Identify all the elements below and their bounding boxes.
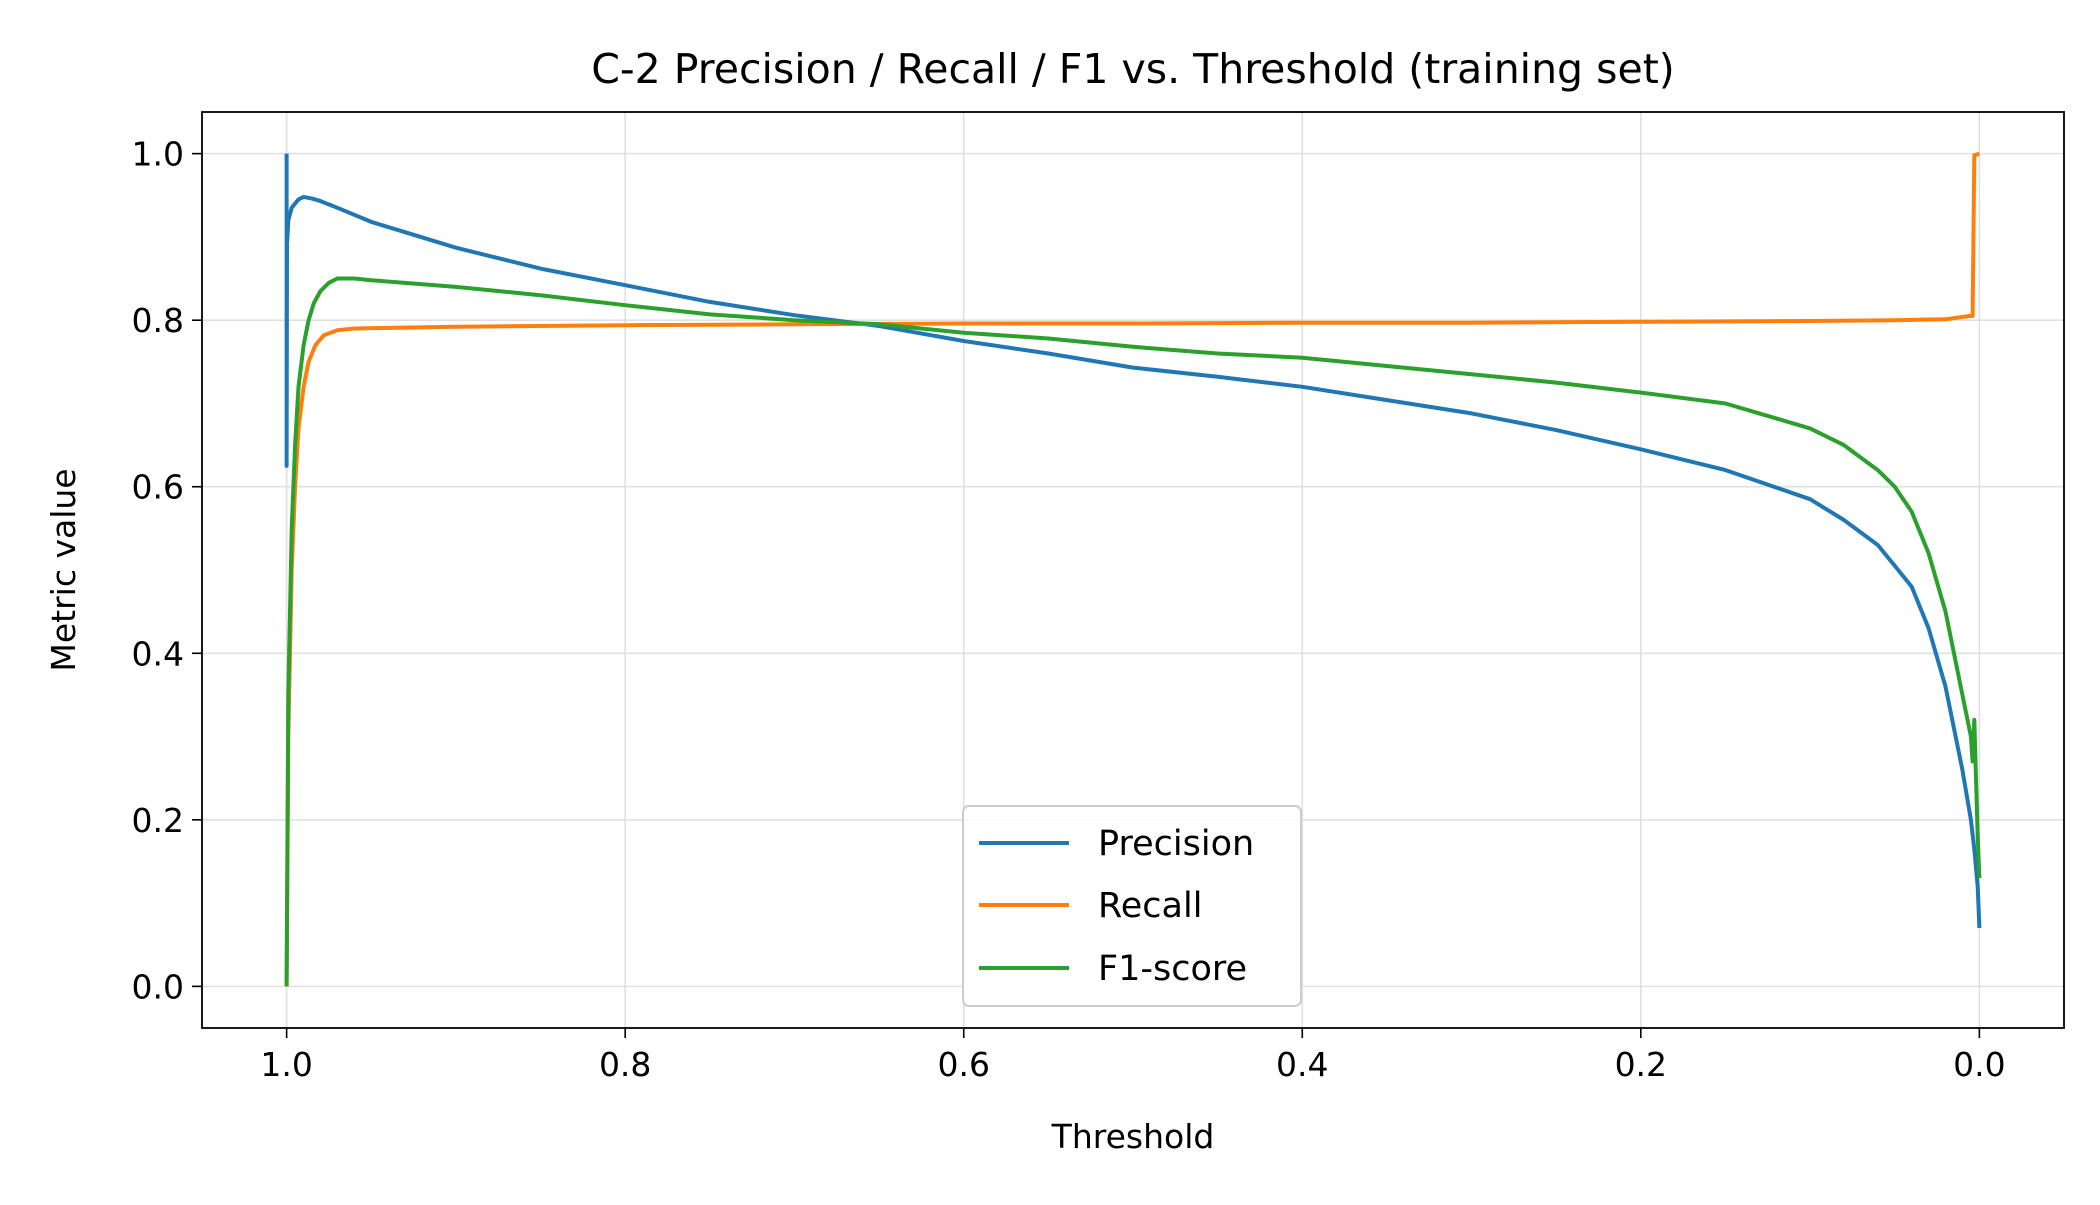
y-tick-label: 1.0 xyxy=(132,135,184,174)
x-tick-label: 0.0 xyxy=(1953,1045,2005,1084)
series-line-f1-score xyxy=(284,276,1982,987)
x-tick-label: 0.6 xyxy=(937,1045,989,1084)
y-tick-label: 0.2 xyxy=(132,801,184,840)
tick-layer: 1.0 0.8 0.6 0.4 0.2 0.0 0.0 0.2 0.4 0.6 0.8 1.0 xyxy=(132,135,2006,1084)
x-tick-label: 1.0 xyxy=(260,1045,312,1084)
x-tick-label: 0.2 xyxy=(1615,1045,1667,1084)
plot-frame xyxy=(201,111,2065,1029)
x-tick-label: 0.4 xyxy=(1276,1045,1328,1084)
legend: Precision Recall F1-score xyxy=(962,805,1302,1007)
series-layer xyxy=(284,151,1982,987)
y-tick-label: 0.0 xyxy=(132,967,184,1006)
x-axis-title: Threshold xyxy=(1051,1117,1215,1156)
series-line-precision xyxy=(284,153,1982,929)
x-tick-label: 0.8 xyxy=(599,1045,651,1084)
legend-label-precision: Precision xyxy=(1098,824,1254,864)
grid-layer xyxy=(202,112,2064,1028)
chart-title: C-2 Precision / Recall / F1 vs. Threshol… xyxy=(591,45,1675,93)
legend-label-recall: Recall xyxy=(1098,886,1202,926)
y-tick-label: 0.4 xyxy=(132,634,184,673)
series-line-recall xyxy=(284,151,1981,987)
y-tick-label: 0.6 xyxy=(132,468,184,507)
legend-frame xyxy=(962,805,1302,1007)
y-tick-label: 0.8 xyxy=(132,301,184,340)
y-axis-title: Metric value xyxy=(44,468,83,671)
legend-label-f1-score: F1-score xyxy=(1098,949,1247,989)
